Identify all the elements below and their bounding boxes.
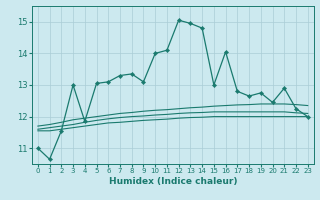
X-axis label: Humidex (Indice chaleur): Humidex (Indice chaleur) bbox=[108, 177, 237, 186]
